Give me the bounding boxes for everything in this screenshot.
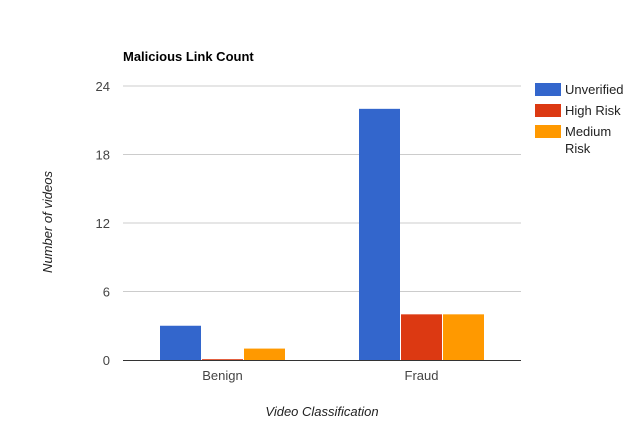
y-tick-label: 18 (96, 148, 110, 163)
y-axis-label: Number of videos (40, 171, 55, 273)
legend-swatch (535, 104, 561, 117)
legend-swatch (535, 83, 561, 96)
bar-medium-risk-fraud (443, 314, 484, 360)
bars (160, 108, 484, 360)
legend-label: High Risk (565, 103, 621, 118)
bar-unverified-fraud (359, 108, 400, 360)
bar-medium-risk-benign (244, 348, 285, 360)
gridlines (123, 85, 521, 292)
legend-swatch (535, 125, 561, 138)
legend-label: Medium Risk (565, 124, 611, 156)
bar-high-risk-benign (202, 359, 243, 360)
x-tick-label: Fraud (405, 368, 439, 383)
legend-label: Unverified (565, 82, 624, 97)
y-tick-label: 24 (96, 79, 110, 94)
y-tick-labels: 0 6 12 18 24 (96, 79, 110, 368)
x-axis-label: Video Classification (265, 404, 378, 419)
x-tick-labels: Benign Fraud (202, 368, 438, 383)
bar-high-risk-fraud (401, 314, 442, 360)
bar-unverified-benign (160, 325, 201, 360)
legend: Unverified High Risk Medium Risk (535, 82, 624, 156)
x-tick-label: Benign (202, 368, 242, 383)
y-tick-label: 6 (103, 285, 110, 300)
y-tick-label: 0 (103, 353, 110, 368)
chart-title: Malicious Link Count (123, 49, 254, 64)
y-tick-label: 12 (96, 216, 110, 231)
